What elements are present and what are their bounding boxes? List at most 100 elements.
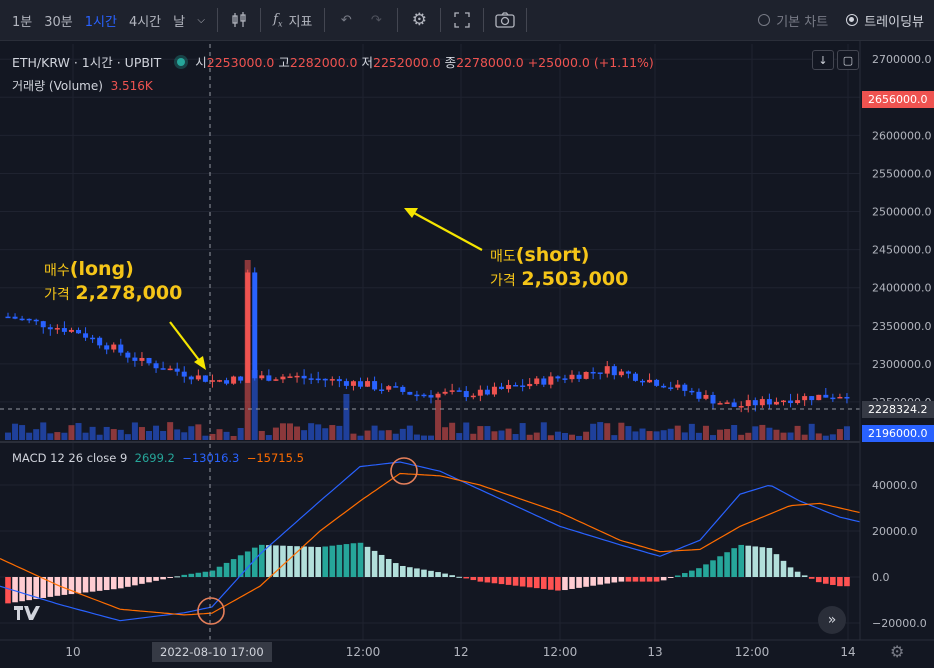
macd-hist-bar xyxy=(244,551,251,577)
macd-legend: MACD 12 26 close 9 2699.2 −13016.3 −1571… xyxy=(12,451,304,465)
interval-day[interactable]: 날 xyxy=(173,14,186,30)
collapse-legend-button[interactable]: ↓ xyxy=(812,50,834,70)
candle-body xyxy=(781,400,786,403)
macd-hist-bar xyxy=(759,547,766,577)
volume-bar xyxy=(738,434,745,440)
radio-tradingview[interactable]: 트레이딩뷰 xyxy=(846,11,924,30)
candle-body xyxy=(844,396,850,399)
volume-bar xyxy=(808,423,815,440)
divider xyxy=(260,8,262,32)
divider xyxy=(483,8,485,32)
candle-body xyxy=(562,378,568,380)
volume-bar xyxy=(322,428,329,440)
candle-body xyxy=(484,389,490,395)
macd-hist-bar xyxy=(96,577,103,591)
volume-bar xyxy=(639,428,646,440)
candle-body xyxy=(513,384,519,387)
macd-hist-bar xyxy=(167,577,173,578)
macd-hist-bar xyxy=(667,577,674,578)
settings-gear-icon[interactable]: ⚙ xyxy=(890,642,905,661)
volume-bar xyxy=(435,400,442,440)
candle-body xyxy=(358,381,363,387)
radio-selected-icon xyxy=(846,14,859,26)
volume-bar xyxy=(12,423,19,440)
redo-icon[interactable]: ↷ xyxy=(370,12,382,28)
candle-body xyxy=(823,394,829,398)
macd-hist-bar xyxy=(230,559,237,577)
candle-body xyxy=(795,400,801,404)
chart-canvas[interactable]: 2700000.02650000.02600000.02550000.02500… xyxy=(0,41,934,668)
volume-bar xyxy=(759,424,766,440)
candle-body xyxy=(350,381,356,386)
macd-hist-bar xyxy=(745,545,752,577)
scroll-to-latest-button[interactable]: » xyxy=(818,606,846,634)
price-tick-label: 2550000.0 xyxy=(872,167,932,180)
volume-bar xyxy=(625,426,632,440)
tradingview-logo[interactable] xyxy=(14,604,44,628)
volume-bar xyxy=(209,433,216,440)
volume-bar xyxy=(124,434,131,440)
volume-bar xyxy=(702,425,709,440)
interval-1h[interactable]: 1시간 xyxy=(84,14,117,30)
radio-basic-chart[interactable]: 기본 차트 xyxy=(758,11,828,30)
candle-body xyxy=(527,383,533,387)
interval-1m[interactable]: 1분 xyxy=(12,14,33,30)
macd-hist-bar xyxy=(844,577,850,587)
undo-icon[interactable]: ↶ xyxy=(340,12,352,28)
candle-body xyxy=(583,371,589,379)
settings-gear-icon[interactable]: ⚙ xyxy=(411,10,427,30)
divider xyxy=(397,8,399,32)
macd-hist-bar xyxy=(801,575,808,577)
candle-body xyxy=(668,387,674,389)
candle-body xyxy=(174,368,180,372)
volume-bar xyxy=(230,435,237,440)
price-tick-label: 2400000.0 xyxy=(872,282,932,295)
candle-body xyxy=(555,376,561,379)
chevron-down-icon[interactable]: ⌵ xyxy=(197,14,205,26)
macd-hist-bar xyxy=(336,544,343,577)
interval-30m[interactable]: 30분 xyxy=(44,14,73,30)
candle-body xyxy=(231,376,237,384)
volume-bar xyxy=(780,432,787,440)
macd-hist-bar xyxy=(125,577,131,587)
macd-hist-bar xyxy=(830,577,836,585)
volume-bar xyxy=(308,423,315,440)
volume-bar xyxy=(167,422,174,440)
volume-bar xyxy=(174,429,181,440)
volume-bar xyxy=(160,430,167,440)
price-axis-ticks: 2700000.02650000.02600000.02550000.02500… xyxy=(872,53,932,409)
candle-body xyxy=(499,386,504,389)
candle-body xyxy=(759,399,765,406)
price-tick-label: 2500000.0 xyxy=(872,206,932,219)
maximize-pane-button[interactable]: ▢ xyxy=(837,50,859,70)
volume-bar xyxy=(406,425,413,440)
macd-label: MACD 12 26 close 9 xyxy=(12,451,128,465)
macd-hist-bar xyxy=(562,577,568,591)
macd-hist-bar xyxy=(823,577,829,584)
candle-body xyxy=(5,316,11,319)
candle-body xyxy=(541,378,547,385)
macd-tick-label: 20000.0 xyxy=(872,525,918,538)
grid-lines xyxy=(0,44,860,640)
candle-body xyxy=(661,385,667,388)
macd-hist-bar xyxy=(491,577,498,584)
macd-hist-bar xyxy=(414,568,420,577)
candle-body xyxy=(393,386,399,388)
indicators-button[interactable]: fx 지표 xyxy=(267,11,318,30)
macd-hist-bar xyxy=(103,577,110,591)
interval-4h[interactable]: 4시간 xyxy=(128,14,162,30)
fullscreen-icon[interactable] xyxy=(447,5,477,35)
volume-bar xyxy=(695,432,702,440)
camera-icon[interactable] xyxy=(490,5,520,35)
candle-body xyxy=(104,345,110,350)
volume-bar xyxy=(216,429,223,440)
candle-type-icon[interactable] xyxy=(224,5,254,35)
volume-bar xyxy=(146,430,152,440)
macd-hist-bar xyxy=(181,574,188,577)
macd-hist-bar xyxy=(371,550,378,577)
time-tick-label: 12:00 xyxy=(543,645,578,659)
candle-body xyxy=(273,379,279,381)
symbol-label: ETH/KRW · 1시간 · UPBIT xyxy=(12,55,162,70)
volume-bar xyxy=(19,425,26,440)
volume-bar xyxy=(26,432,33,440)
